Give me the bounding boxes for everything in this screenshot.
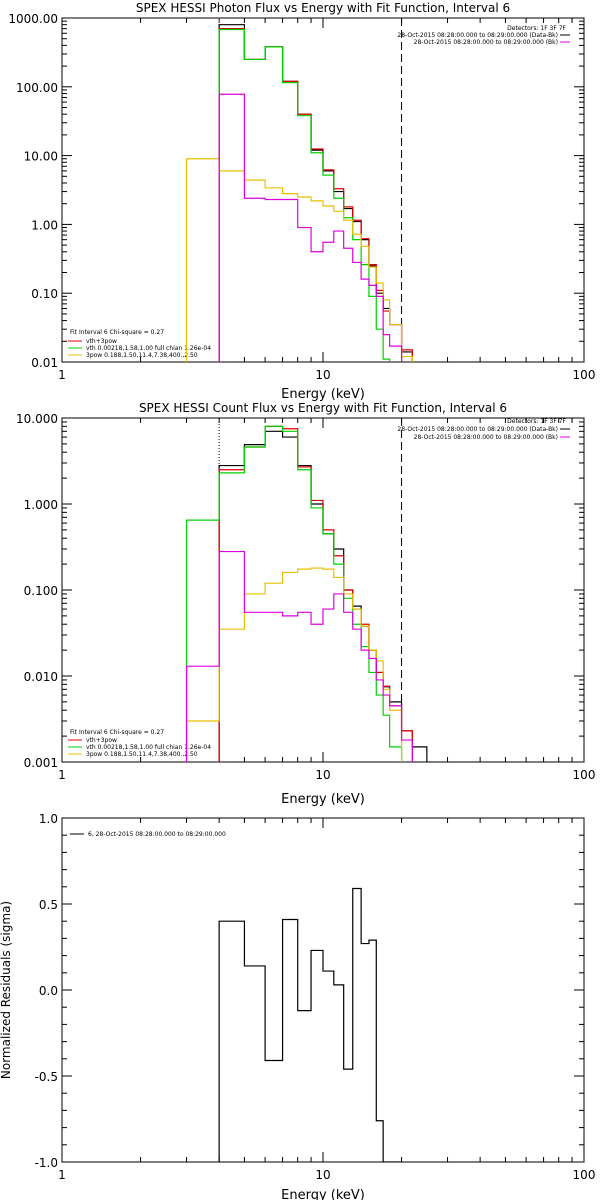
x-tick-label: 100 — [573, 368, 596, 382]
series-3pow — [185, 158, 413, 362]
bk-time-text: 28-Oct-2015 08:28:00.000 to 08:29:00.000… — [414, 434, 558, 441]
legend-entry-vth3pow: vth+3pow — [86, 737, 117, 744]
series-bk — [218, 93, 403, 362]
y-tick-label: -0.5 — [35, 1070, 58, 1084]
x-tick-label: 1 — [58, 1168, 66, 1182]
bk-time-text: 28-Oct-2015 08:28:00.000 to 08:29:00.000… — [414, 39, 558, 46]
x-axis-label: Energy (keV) — [281, 792, 365, 807]
legend-entry-vth: vth 0.00218,1.58,1.00 full chian 1.26e-0… — [86, 744, 211, 751]
series-3pow — [185, 567, 403, 762]
fit-legend-title: Fit Interval 6 Chi-square = 0.27 — [70, 729, 164, 736]
residuals-panel: 6, 28-Oct-2015 08:28:00.000 to 08:29:00.… — [0, 812, 595, 1200]
y-tick-label: 1000.00 — [8, 12, 58, 26]
residual-legend-entry: 6, 28-Oct-2015 08:28:00.000 to 08:29:00.… — [88, 831, 226, 838]
x-tick-label: 1 — [58, 368, 66, 382]
x-tick-label: 10 — [315, 768, 330, 782]
x-tick-label: 10 — [315, 368, 330, 382]
y-tick-label: -1.0 — [35, 1156, 58, 1170]
data-time-text: 28-Oct-2015 08:28:00.000 to 08:29:00.000… — [397, 426, 558, 433]
y-tick-label: 1.0 — [39, 812, 58, 826]
panel-title: SPEX HESSI Photon Flux vs Energy with Fi… — [136, 1, 510, 15]
y-tick-label: 0.100 — [24, 584, 58, 598]
photon-flux-panel: SPEX HESSI Photon Flux vs Energy with Fi… — [8, 1, 596, 402]
legend-entry-3pow: 3pow 0.188,1.50,11.4,7.38,400.,2.50 — [86, 751, 198, 758]
series-group — [185, 418, 428, 762]
y-tick-label: 10.00 — [24, 150, 58, 164]
x-tick-label: 10 — [315, 1168, 330, 1182]
y-tick-label: 0.001 — [24, 756, 58, 770]
series-6-28-oct-2015-08-28-00-000-to-08-29-00-000 — [218, 887, 403, 1162]
y-axis-label: Normalized Residuals (sigma) — [0, 901, 13, 1079]
y-tick-label: 10.000 — [16, 412, 58, 426]
data-time-text: 28-Oct-2015 08:28:00.000 to 08:29:00.000… — [397, 32, 558, 39]
y-tick-label: 0.01 — [31, 356, 58, 370]
y-tick-label: 1.000 — [24, 498, 58, 512]
count-flux-panel: SPEX HESSI Count Flux vs Energy with Fit… — [16, 401, 595, 807]
y-tick-label: 0.5 — [39, 898, 58, 912]
fit-legend-title: Fit Interval 6 Chi-square = 0.27 — [70, 329, 164, 336]
series-group — [218, 887, 403, 1162]
legend-entry-3pow: 3pow 0.188,1.50,11.4,7.38,400.,2.50 — [86, 352, 198, 359]
x-axis-label: Energy (keV) — [281, 387, 365, 402]
y-tick-label: 100.00 — [16, 81, 58, 95]
series-vth — [218, 28, 391, 362]
series-vth — [185, 425, 403, 762]
legend-entry-vth: vth 0.00218,1.58,1.00 full chian 1.26e-0… — [86, 345, 211, 352]
panel-title: SPEX HESSI Count Flux vs Energy with Fit… — [139, 401, 507, 415]
legend-entry-vth3pow: vth+3pow — [86, 338, 117, 345]
x-tick-label: 100 — [573, 1168, 596, 1182]
detectors-text: Detectors: 1F 3F 7F — [507, 25, 566, 32]
y-tick-label: 0.0 — [39, 984, 58, 998]
x-tick-label: 100 — [573, 768, 596, 782]
x-axis-label: Energy (keV) — [281, 1188, 365, 1200]
detectors-text: Detectors: 1F 3F 7F — [507, 418, 566, 425]
x-tick-label: 1 — [58, 768, 66, 782]
series-group — [185, 18, 413, 362]
series-bk — [185, 550, 413, 762]
y-tick-label: 1.00 — [31, 218, 58, 232]
y-tick-label: 0.10 — [31, 287, 58, 301]
y-tick-label: 0.010 — [24, 670, 58, 684]
